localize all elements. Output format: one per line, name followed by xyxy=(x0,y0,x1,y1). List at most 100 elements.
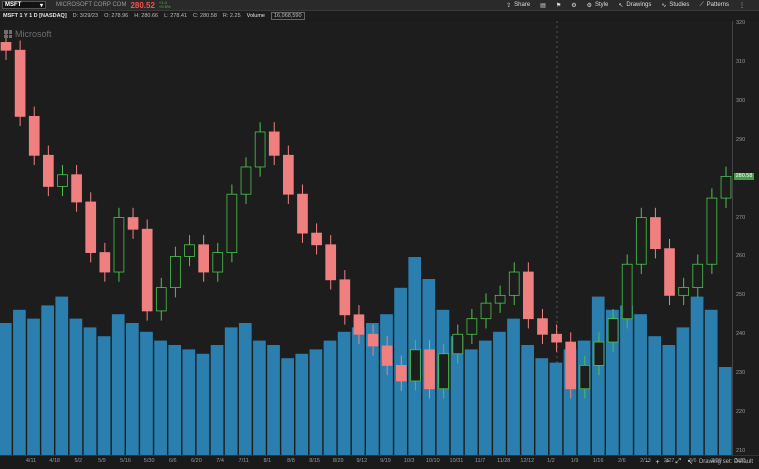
bottom-tools: − + ⌕ ⤢ ↖ Drawing set: Default xyxy=(645,458,753,466)
last-price: 280.52 xyxy=(130,0,155,10)
more-button[interactable]: ⋮ xyxy=(739,2,745,9)
zoom-in-button[interactable]: + xyxy=(655,458,660,466)
gear-icon: ⚙ xyxy=(571,2,577,9)
candle-down xyxy=(565,341,577,390)
candle-up xyxy=(508,271,520,296)
time-tick-label: 2/27 xyxy=(663,458,675,464)
chart-title: MSFT 1 Y 1 D [NASDAQ] xyxy=(3,12,67,19)
price-chart[interactable]: Microsoft xyxy=(0,21,732,455)
volume-bar xyxy=(606,309,619,455)
candle-up xyxy=(678,287,689,296)
print-icon: ▤ xyxy=(540,2,546,9)
volume-bar xyxy=(267,345,280,455)
zoom-out-button[interactable]: − xyxy=(645,458,650,466)
time-tick-label: 3/20 xyxy=(711,458,722,464)
expand-icon[interactable]: ⤢ xyxy=(675,458,682,465)
candle-down xyxy=(339,279,351,316)
drawings-button[interactable]: ↖ Drawings xyxy=(618,2,651,9)
volume-bar xyxy=(577,340,591,455)
candle-down xyxy=(99,252,111,273)
time-tick-label: 11/7 xyxy=(474,458,486,464)
time-tick-label: 1/16 xyxy=(592,458,604,464)
style-button[interactable]: ⚙ Style xyxy=(587,2,609,9)
candle-up xyxy=(579,364,591,390)
price-tick-label: 240 xyxy=(736,331,746,338)
chevron-down-icon: ▾ xyxy=(39,2,43,9)
candle-up xyxy=(452,333,464,355)
candle-down xyxy=(71,174,82,203)
flag-button[interactable]: ⚑ xyxy=(556,2,561,9)
more-icon: ⋮ xyxy=(739,2,745,9)
candle-up xyxy=(113,217,125,273)
time-tick-label: 2/13 xyxy=(640,458,651,464)
candle-down xyxy=(551,333,562,343)
candle-down xyxy=(14,49,26,117)
volume-bar xyxy=(380,314,393,455)
volume-bar xyxy=(140,331,153,455)
quote-low: L: 278.41 xyxy=(164,12,188,19)
volume-bar xyxy=(634,314,647,455)
volume-bar xyxy=(168,345,182,455)
time-tick-label: 8/1 xyxy=(263,458,272,464)
candle-down xyxy=(650,217,661,250)
price-tick-label: 270 xyxy=(736,214,746,221)
volume-bar xyxy=(493,331,506,455)
symbol-selector[interactable]: MSFT ▾ xyxy=(2,1,46,9)
time-axis[interactable]: 3/27 3/20 3/6 2/27 2/13 2/6 1/16 1/9 1/2 12/12 11/… xyxy=(0,455,759,469)
time-tick-label: 3/27 xyxy=(734,458,746,464)
volume-bar xyxy=(309,349,323,455)
print-button[interactable]: ▤ xyxy=(540,2,546,9)
candle-up xyxy=(692,263,704,288)
candle-up xyxy=(410,349,421,382)
volume-bar xyxy=(591,296,605,455)
candlestick-chart[interactable] xyxy=(0,21,732,455)
time-tick-label: 10/10 xyxy=(425,458,440,464)
toolbar-tools: ⇪ Share ▤ ⚑ ⚙ ⚙ Style ↖ Drawings ∿ Studies ⟋… xyxy=(506,0,745,10)
candle-up xyxy=(170,256,181,288)
patterns-button[interactable]: ⟋ Patterns xyxy=(699,2,729,9)
volume-bar xyxy=(676,327,690,455)
company-name: MICROSOFT CORP COM xyxy=(56,2,127,8)
price-axis[interactable]: 320310300290280270260250240230220210280.… xyxy=(732,20,759,455)
volume-bar xyxy=(97,336,111,455)
quote-open: O: 278.96 xyxy=(104,12,129,19)
volume-bar xyxy=(69,318,83,455)
time-tick-label: 1/2 xyxy=(547,458,555,464)
studies-button[interactable]: ∿ Studies xyxy=(661,2,689,9)
share-button[interactable]: ⇪ Share xyxy=(506,2,530,9)
candle-down xyxy=(268,131,280,156)
candle-up xyxy=(155,287,167,312)
cursor-icon[interactable]: ↖ xyxy=(687,459,693,466)
drawing-set-label: Drawing set: Default xyxy=(698,459,753,465)
magnifier-icon[interactable]: ⌕ xyxy=(665,458,670,465)
price-tick-label: 260 xyxy=(736,253,746,260)
price-tick-label: 320 xyxy=(736,20,746,26)
candle-down xyxy=(0,42,12,51)
candle-up xyxy=(254,131,266,168)
candle-down xyxy=(297,193,308,234)
candle-up xyxy=(621,263,633,320)
volume-bar xyxy=(210,345,224,455)
candle-down xyxy=(664,248,675,296)
quote-date: D: 3/29/23 xyxy=(72,12,99,19)
price-tick-label: 220 xyxy=(736,409,746,416)
time-tick-label: 8/29 xyxy=(332,458,344,464)
volume-bar xyxy=(507,318,520,455)
volume-bar xyxy=(41,305,54,455)
time-tick-label: 10/31 xyxy=(449,458,464,464)
volume-label: Volume xyxy=(246,12,265,19)
watermark: Microsoft xyxy=(4,29,52,39)
patterns-label: Patterns xyxy=(706,2,729,8)
time-tick-label: 7/11 xyxy=(238,458,249,464)
volume-bar xyxy=(366,323,379,455)
volume-bar xyxy=(337,331,351,455)
candle-up xyxy=(438,353,449,390)
candle-down xyxy=(311,232,322,246)
settings-button[interactable]: ⚙ xyxy=(571,2,576,9)
time-tick-label: 5/16 xyxy=(120,458,131,464)
volume-bar xyxy=(238,323,252,455)
candle-up xyxy=(480,302,492,320)
volume-bar xyxy=(182,349,196,455)
top-toolbar: MSFT ▾ MICROSOFT CORP COM 280.52 +1.4 +0… xyxy=(0,0,759,11)
candle-down xyxy=(141,228,153,312)
